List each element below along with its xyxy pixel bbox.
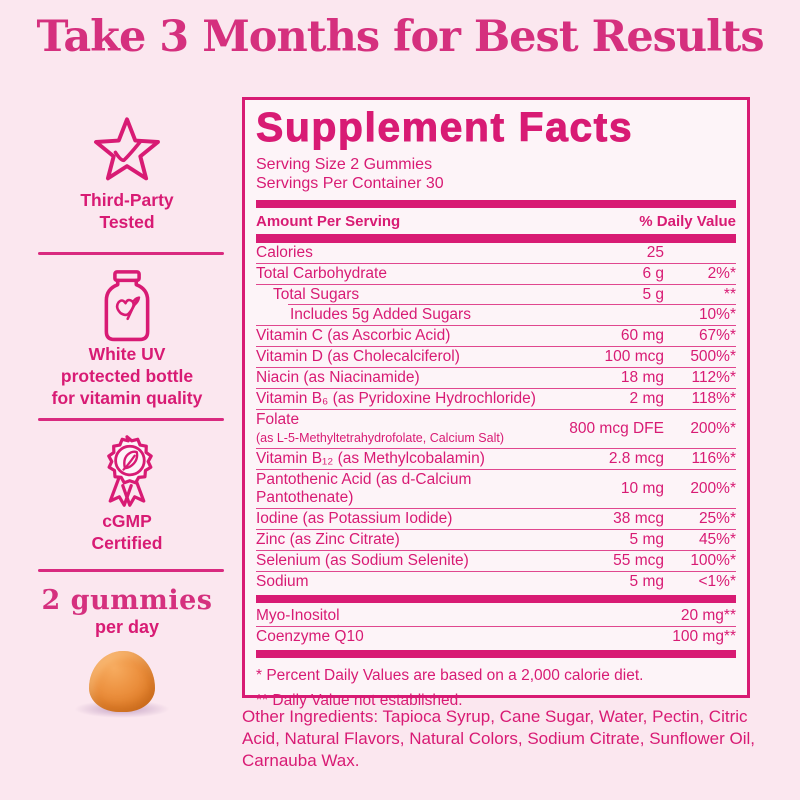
nutrient-name: Vitamin B₆ (as Pyridoxine Hydrochloride) [256,390,536,408]
nutrient-amount: 20 mg** [680,607,736,625]
nutrient-row: Coenzyme Q10 100 mg** [256,627,736,647]
footnote-not-established: ** Daily Value not established. [256,692,463,710]
nutrient-subname: (as L-5-Methyltetrahydrofolate, Calcium … [256,431,505,446]
nutrient-name: Coenzyme Q10 [256,628,364,646]
nutrient-daily-value: 112%* [691,369,736,387]
third-party-tested-label: Third-Party Tested [80,190,174,232]
nutrient-daily-value: 200%* [690,420,736,438]
nutrient-name: Includes 5g Added Sugars [290,306,471,324]
nutrient-amount: 18 mg [620,369,664,387]
nutrient-amount: 38 mcg [613,510,664,528]
nutrient-amount: 100 mg** [672,628,736,646]
serving-size: Serving Size 2 Gummies [256,156,433,174]
nutrient-row: Folate (as L-5-Methyltetrahydrofolate, Ca… [256,410,736,450]
thick-rule [256,234,736,244]
supplement-facts-panel: Supplement Facts Serving Size 2 Gummies … [242,97,750,709]
nutrient-row: Pantothenic Acid (as d-Calcium Pantothen… [256,470,736,510]
nutrient-name: Total Carbohydrate [256,265,387,283]
nutrient-daily-value: 118%* [691,390,736,408]
sidebar-divider [38,252,224,255]
per-day-label: per day [94,617,160,637]
nutrient-row: Total Sugars 5 g ** [256,285,736,306]
nutrient-row: Total Carbohydrate 6 g 2%* [256,264,736,286]
nutrient-row: Includes 5g Added Sugars 10%* [256,305,736,327]
column-header-amount: Amount Per Serving [256,213,401,231]
nutrient-amount: 2 mg [629,390,664,408]
nutrient-name: Iodine (as Potassium Iodide) [256,510,453,528]
nutrient-amount: 5 g [642,286,664,304]
bottle-icon [96,269,158,343]
nutrient-amount: 800 mcg DFE [569,420,664,438]
nutrient-name: Folate (as L-5-Methyltetrahydrofolate, Ca… [256,411,505,446]
nutrient-row: Sodium 5 mg <1%* [256,572,736,592]
page-title: Take 3 Months for Best Results [36,12,764,62]
nutrient-daily-value: 2%* [707,265,736,283]
nutrient-daily-value: ** [723,286,736,304]
extra-nutrient-rows: Myo-Inositol 20 mg** Coenzyme Q10 100 mg** [256,606,736,647]
nutrient-amount: 5 mg [629,573,664,591]
nutrient-name: Pantothenic Acid (as d-Calcium Pantothen… [256,471,472,507]
thick-rule [256,650,736,659]
nutrient-row: Calories 25 [256,243,736,265]
nutrient-daily-value: 67%* [698,327,736,345]
cgmp-certified-label: cGMP Certified [91,511,163,553]
nutrient-name: Calories [256,244,313,262]
nutrient-row: Vitamin B₁₂ (as Methylcobalamin) 2.8 mcg 1… [256,449,736,471]
nutrient-daily-value: 25%* [698,510,736,528]
ribbon-badge-icon [92,434,162,508]
nutrient-name: Zinc (as Zinc Citrate) [256,531,400,549]
supplement-facts-title: Supplement Facts [256,104,634,150]
nutrient-amount: 5 mg [629,531,664,549]
star-check-icon [91,114,163,188]
nutrient-row: Vitamin D (as Cholecalciferol) 100 mcg 500… [256,347,736,369]
nutrient-name: Total Sugars [273,286,360,304]
nutrient-amount: 10 mg [620,480,664,498]
sidebar-divider [38,418,224,421]
nutrient-amount: 6 g [642,265,664,283]
nutrient-name: Vitamin C (as Ascorbic Acid) [256,327,451,345]
nutrient-daily-value: <1%* [698,573,737,591]
gummies-count-headline: 2 gummies [41,585,213,616]
nutrient-row: Selenium (as Sodium Selenite) 55 mcg 100%* [256,551,736,573]
nutrient-name: Niacin (as Niacinamide) [256,369,420,387]
nutrient-daily-value: 10%* [698,306,736,324]
gummy-image [89,651,155,712]
nutrient-row: Zinc (as Zinc Citrate) 5 mg 45%* [256,530,736,552]
nutrient-daily-value: 100%* [690,552,736,570]
nutrient-name: Myo-Inositol [256,607,340,625]
nutrient-name: Vitamin D (as Cholecalciferol) [256,348,460,366]
nutrient-row: Myo-Inositol 20 mg** [256,606,736,628]
nutrient-row: Vitamin C (as Ascorbic Acid) 60 mg 67%* [256,326,736,348]
nutrient-amount: 55 mcg [613,552,664,570]
thick-rule [256,200,736,209]
column-header-daily-value: % Daily Value [639,213,736,231]
other-ingredients-text: Other Ingredients: Tapioca Syrup, Cane S… [242,707,756,771]
nutrient-daily-value: 200%* [690,480,736,498]
nutrient-name: Selenium (as Sodium Selenite) [256,552,469,570]
nutrient-daily-value: 45%* [698,531,736,549]
nutrient-row: Iodine (as Potassium Iodide) 38 mcg 25%* [256,509,736,531]
servings-per-container: Servings Per Container 30 [256,175,444,193]
nutrient-daily-value: 116%* [691,450,736,468]
nutrient-amount: 2.8 mcg [608,450,664,468]
nutrient-amount: 60 mg [620,327,664,345]
nutrient-amount: 100 mcg [604,348,664,366]
white-uv-bottle-label: White UV protected bottle for vitamin qu… [51,344,203,408]
nutrient-rows: Calories 25 Total Carbohydrate 6 g 2%* Total … [256,243,736,592]
footnote-daily-values: * Percent Daily Values are based on a 2,… [256,667,644,685]
sidebar-divider [38,569,224,572]
nutrient-name: Vitamin B₁₂ (as Methylcobalamin) [256,450,485,468]
nutrient-daily-value: 500%* [690,348,736,366]
nutrient-amount: 25 [646,244,664,262]
nutrient-row: Niacin (as Niacinamide) 18 mg 112%* [256,368,736,390]
thick-rule [256,595,736,604]
nutrient-name: Sodium [256,573,309,591]
nutrient-row: Vitamin B₆ (as Pyridoxine Hydrochloride)… [256,389,736,411]
